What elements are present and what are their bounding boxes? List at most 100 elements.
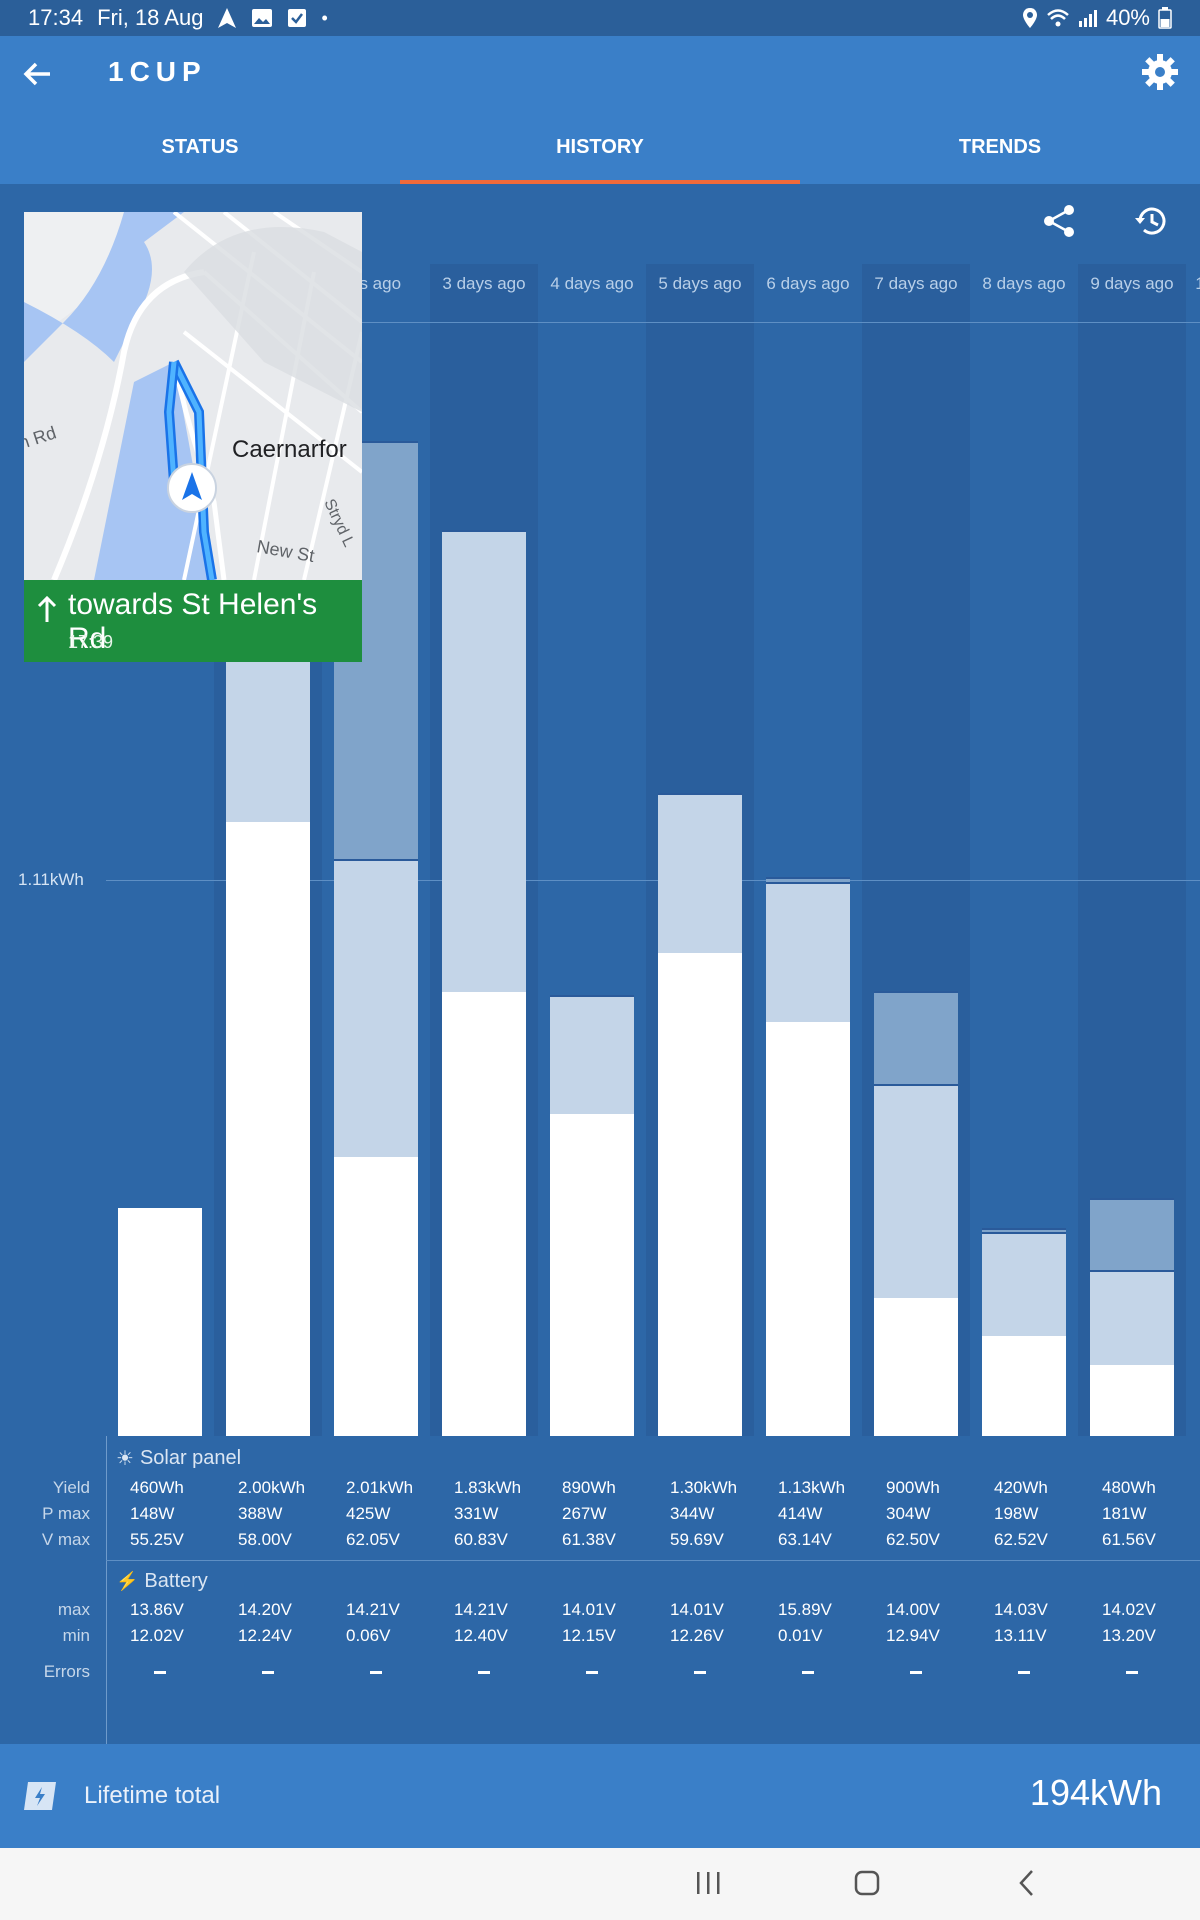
bar-segment[interactable]: [658, 792, 742, 954]
table-cell-bmin: 12.94V: [886, 1626, 940, 1645]
dot-icon: •: [321, 7, 328, 28]
table-cell-yield: 890Wh: [562, 1478, 616, 1497]
table-cell-yield: 1.30kWh: [670, 1478, 738, 1497]
bar-segment[interactable]: [766, 882, 850, 1023]
row-label-errors: Errors: [43, 1662, 90, 1681]
table-cell-vmax: 61.38V: [562, 1530, 616, 1549]
table-cell-vmax: 55.25V: [130, 1530, 184, 1549]
navigation-overlay[interactable]: n Rd Caernarfor Stryd L New St towards S…: [24, 212, 362, 662]
bar-segment[interactable]: [874, 1084, 958, 1298]
table-cell-bmax: 15.89V: [778, 1600, 832, 1619]
table-cell-vmax: 58.00V: [238, 1530, 292, 1549]
error-dash: [478, 1671, 490, 1674]
bar-segment[interactable]: [550, 995, 634, 1115]
table-cell-bmin: 12.24V: [238, 1626, 292, 1645]
table-cell-bmax: 14.20V: [238, 1600, 292, 1619]
bar-segment[interactable]: [334, 1157, 418, 1436]
table-cell-pmax: 304W: [886, 1504, 931, 1523]
table-cell-bmin: 0.01V: [778, 1626, 823, 1645]
history-chart: ys ago 3 days ago 4 days ago 5 days ago 6 da…: [0, 184, 1200, 1444]
bar-segment[interactable]: [874, 1297, 958, 1436]
table-cell-pmax: 148W: [130, 1504, 175, 1523]
bar-segment[interactable]: [874, 990, 958, 1085]
map-preview[interactable]: n Rd Caernarfor Stryd L New St: [24, 212, 362, 580]
lifetime-value: 194kWh: [1029, 1772, 1162, 1813]
bar-segment[interactable]: [226, 822, 310, 1436]
error-dash: [586, 1671, 598, 1674]
bar-segment[interactable]: [442, 530, 526, 993]
table-cell-yield: 2.00kWh: [238, 1478, 306, 1497]
gear-icon[interactable]: [1140, 52, 1180, 92]
direction-panel[interactable]: towards St Helen's Rd 17:39: [24, 580, 362, 662]
tab-status[interactable]: STATUS: [161, 136, 239, 158]
bar-segment[interactable]: [982, 1228, 1066, 1233]
bar-segment[interactable]: [766, 1022, 850, 1436]
error-dash: [154, 1671, 166, 1674]
lifetime-total-bar: Lifetime total 194kWh: [0, 1744, 1200, 1848]
table-cell-yield: 480Wh: [1102, 1478, 1156, 1497]
bar-segment[interactable]: [1090, 1269, 1174, 1365]
history-icon[interactable]: [1132, 202, 1170, 240]
error-dash: [694, 1671, 706, 1674]
table-cell-vmax: 60.83V: [454, 1530, 508, 1549]
table-cell-bmax: 13.86V: [130, 1600, 184, 1619]
battery-header: ⚡ Battery: [116, 1570, 208, 1593]
arrival-time: 17:39: [68, 632, 114, 652]
recent-apps-icon[interactable]: [694, 1870, 724, 1896]
bar-segment[interactable]: [1090, 1364, 1174, 1436]
table-cell-bmax: 14.21V: [346, 1600, 400, 1619]
bar-segment[interactable]: [1090, 1198, 1174, 1270]
table-cell-bmax: 14.01V: [562, 1600, 616, 1619]
table-cell-bmin: 12.40V: [454, 1626, 508, 1645]
battery-percent: 40%: [1105, 5, 1150, 30]
bar-segment[interactable]: [982, 1232, 1066, 1337]
lifetime-label: Lifetime total: [84, 1782, 221, 1809]
bar-segment[interactable]: [766, 876, 850, 883]
top-gridline: [106, 322, 1200, 323]
x-tick-label: 6 days ago: [766, 274, 850, 293]
share-icon[interactable]: [1040, 202, 1078, 240]
back-arrow-icon[interactable]: [18, 54, 58, 94]
table-cell-vmax: 61.56V: [1102, 1530, 1156, 1549]
solar-panel-header: ☀ Solar panel: [116, 1446, 241, 1471]
table-cell-pmax: 388W: [238, 1504, 283, 1523]
device-title: 1CUP: [108, 56, 207, 87]
error-dash: [1018, 1671, 1030, 1674]
date: Fri, 18 Aug: [97, 5, 204, 30]
table-cell-bmax: 14.00V: [886, 1600, 940, 1619]
table-cell-bmax: 14.01V: [670, 1600, 724, 1619]
bar-segment[interactable]: [982, 1336, 1066, 1436]
table-cell-bmax: 14.03V: [994, 1600, 1048, 1619]
bar-segment[interactable]: [550, 1114, 634, 1436]
table-cell-pmax: 414W: [778, 1504, 823, 1523]
mid-gridline: [106, 880, 1200, 881]
table-cell-yield: 420Wh: [994, 1478, 1048, 1497]
error-dash: [262, 1671, 274, 1674]
table-cell-vmax: 59.69V: [670, 1530, 724, 1549]
table-cell-bmin: 12.26V: [670, 1626, 724, 1645]
bar-segment[interactable]: [442, 992, 526, 1436]
error-dash: [370, 1671, 382, 1674]
solar-lightning-icon: [24, 1782, 56, 1810]
bar-segment[interactable]: [118, 1208, 202, 1436]
battery-icon: [1158, 7, 1172, 29]
tab-bar: STATUS HISTORY TRENDS: [0, 128, 1200, 184]
table-cell-vmax: 62.50V: [886, 1530, 940, 1549]
table-cell-vmax: 63.14V: [778, 1530, 832, 1549]
x-tick-label: ys ago: [350, 274, 402, 293]
x-tick-label: 7 days ago: [874, 274, 958, 293]
home-icon[interactable]: [852, 1868, 882, 1898]
table-divider: [106, 1436, 107, 1744]
tab-trends[interactable]: TRENDS: [958, 136, 1042, 158]
table-cell-bmin: 0.06V: [346, 1626, 391, 1645]
table-cell-bmin: 13.20V: [1102, 1626, 1156, 1645]
x-tick-label: 9 days ago: [1090, 274, 1174, 293]
bar-segment[interactable]: [658, 953, 742, 1436]
tab-history[interactable]: HISTORY: [400, 128, 800, 184]
table-cell-pmax: 331W: [454, 1504, 499, 1523]
bar-segment[interactable]: [334, 858, 418, 1158]
row-label-max: max: [57, 1600, 90, 1619]
back-icon[interactable]: [1012, 1868, 1042, 1898]
app-bar: 1CUP STATUS HISTORY TRENDS: [0, 36, 1200, 184]
error-dash: [802, 1671, 814, 1674]
